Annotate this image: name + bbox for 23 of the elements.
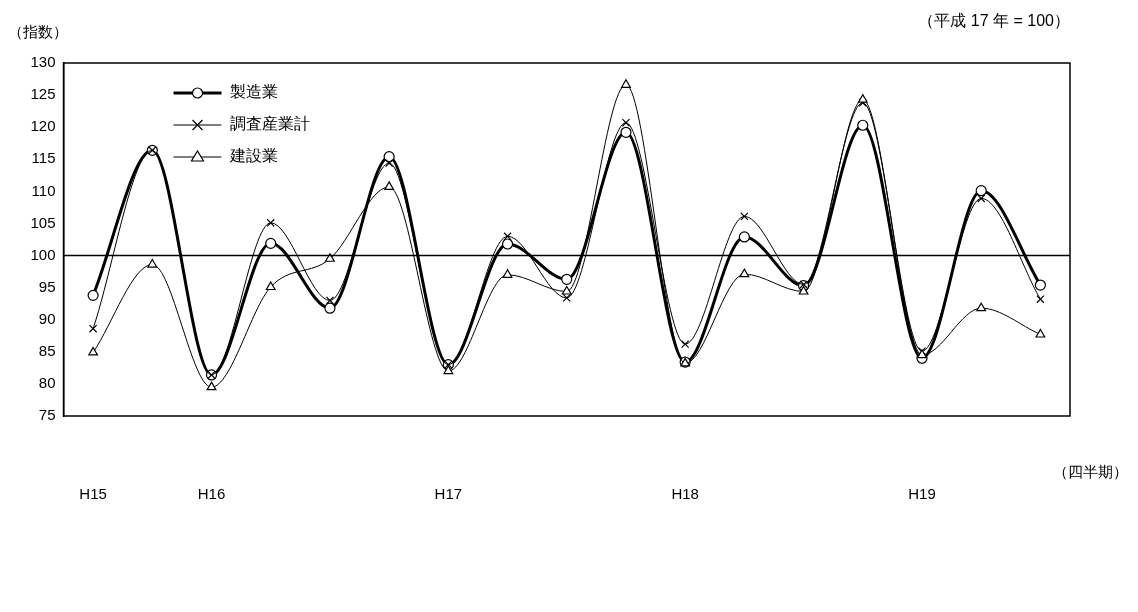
y-axis-title: （指数） [8, 23, 68, 41]
x-axis-title: （四半期） [1053, 463, 1128, 481]
legend-label: 建設業 [228, 147, 278, 165]
y-tick-label: 110 [31, 181, 56, 199]
x-tick-label: H17 [434, 485, 463, 503]
y-tick-label: 100 [30, 245, 56, 263]
y-tick-label: 80 [38, 374, 56, 392]
y-tick-label: 75 [38, 406, 56, 424]
y-tick-label: 105 [30, 213, 56, 231]
x-tick-label: H16 [197, 485, 226, 503]
legend-label: 調査産業計 [229, 115, 310, 133]
y-tick-label: 90 [38, 309, 56, 327]
y-tick-label: 130 [30, 53, 56, 71]
y-tick-label: 125 [30, 85, 56, 103]
y-tick-label: 85 [38, 341, 56, 359]
x-tick-label: H18 [671, 485, 699, 503]
x-tick-label: H19 [908, 485, 936, 503]
x-tick-label: H15 [79, 485, 107, 503]
y-tick-label: 95 [38, 277, 56, 295]
text: （平成 17 年 = 100） [918, 12, 1070, 30]
legend-label: 製造業 [229, 83, 278, 101]
y-tick-label: 115 [31, 149, 56, 167]
y-tick-label: 120 [30, 117, 56, 135]
